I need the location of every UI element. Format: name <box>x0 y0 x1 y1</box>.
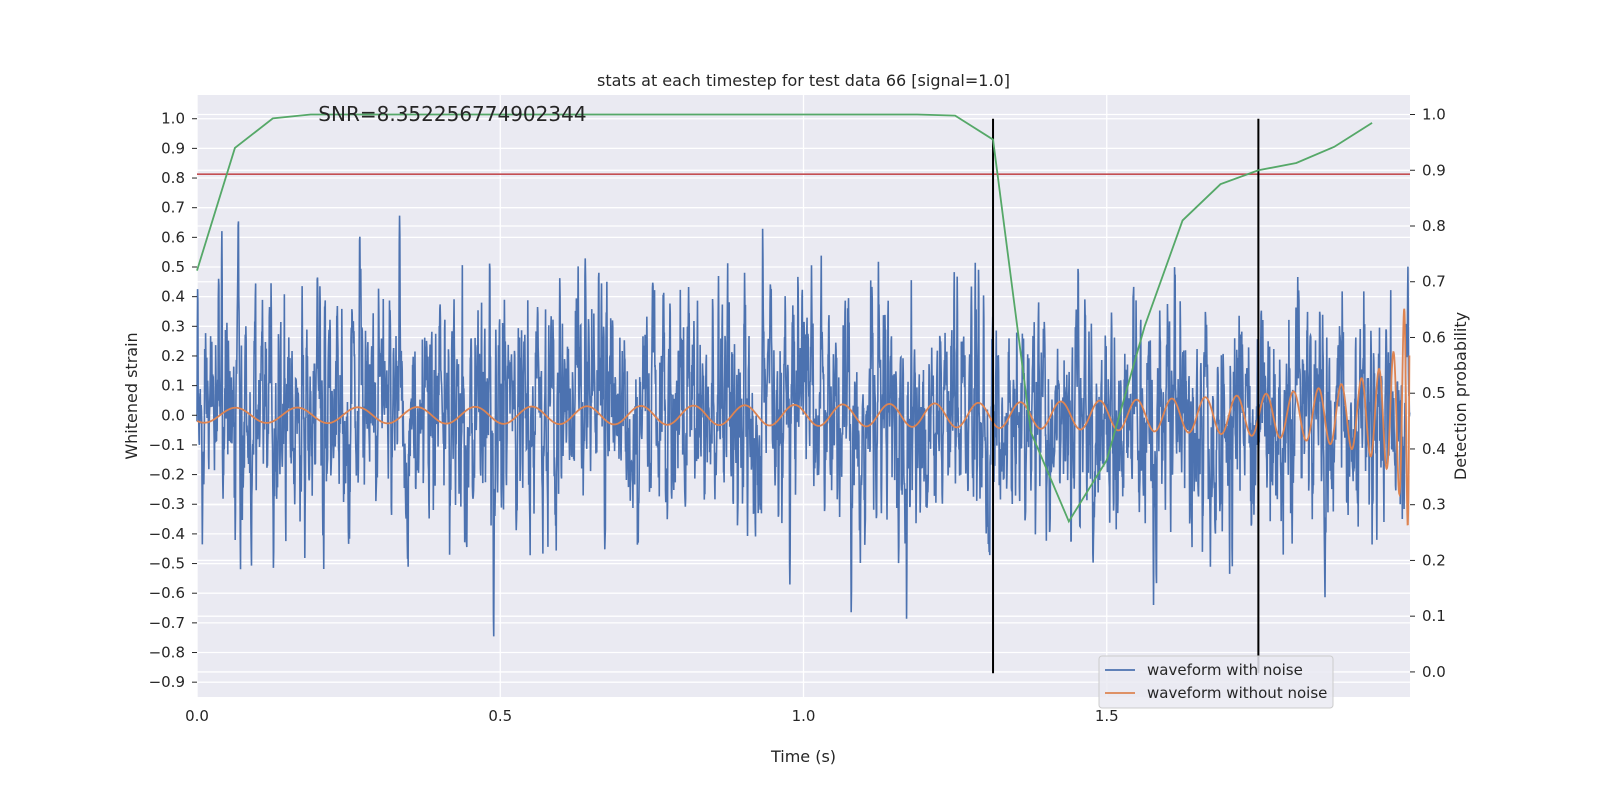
y2-tick-label: 0.9 <box>1422 161 1446 179</box>
y-tick-label: −0.6 <box>149 584 185 602</box>
y-tick-label: −0.3 <box>149 495 185 513</box>
legend-box <box>1098 655 1334 709</box>
y-axis-label: Whitened strain <box>122 332 141 459</box>
y2-tick-label: 0.7 <box>1422 273 1446 291</box>
y-tick-label: 0.3 <box>161 317 185 335</box>
legend: waveform with noise waveform without noi… <box>1098 655 1334 709</box>
x-tick-label: 0.0 <box>185 707 209 725</box>
y2-tick-label: 0.0 <box>1422 663 1446 681</box>
y-tick-label: −0.7 <box>149 614 185 632</box>
x-tick-label: 1.0 <box>792 707 816 725</box>
x-axis-label: Time (s) <box>770 747 836 766</box>
y-tick-label: −0.1 <box>149 436 185 454</box>
y-tick-label: 0.6 <box>161 228 185 246</box>
y-tick-label: 0.7 <box>161 199 185 217</box>
series-layer <box>196 113 1411 674</box>
y2-tick-label: 0.3 <box>1422 496 1446 514</box>
y-tick-label: −0.8 <box>149 644 185 662</box>
y2-axis-label: Detection probability <box>1451 312 1470 480</box>
series-line-detection <box>196 113 1373 524</box>
y-tick-label: 0.0 <box>161 406 185 424</box>
y-tick-label: 0.4 <box>161 288 185 306</box>
y-tick-label: 0.8 <box>161 169 185 187</box>
y-tick-label: 0.1 <box>161 377 185 395</box>
x-tick-label: 0.5 <box>488 707 512 725</box>
y-tick-label: −0.2 <box>149 466 185 484</box>
series-line-noise <box>196 215 1411 637</box>
y2-tick-label: 0.5 <box>1422 384 1446 402</box>
y-tick-label: 0.5 <box>161 258 185 276</box>
legend-label-clean: waveform without noise <box>1147 684 1327 702</box>
y-tick-label: −0.5 <box>149 555 185 573</box>
y-tick-label: 0.2 <box>161 347 185 365</box>
snr-annotation: SNR=8.352256774902344 <box>318 102 586 126</box>
y2-tick-label: 0.6 <box>1422 328 1446 346</box>
y2-tick-label: 0.1 <box>1422 607 1446 625</box>
y-tick-label: 1.0 <box>161 110 185 128</box>
y2-tick-label: 0.2 <box>1422 551 1446 569</box>
y-tick-label: 0.9 <box>161 139 185 157</box>
series-line-clean <box>196 308 1411 526</box>
axes-layer: 0.0 0.5 1.0 1.5 1.0 0.9 0.8 0.7 0.6 0.5 0.4 0.3 0.2 0… <box>149 106 1446 725</box>
y-tick-label: −0.4 <box>149 525 185 543</box>
x-tick-label: 1.5 <box>1095 707 1119 725</box>
y2-tick-label: 0.8 <box>1422 217 1446 235</box>
y-tick-label: −0.9 <box>149 673 185 691</box>
legend-label-noise: waveform with noise <box>1147 661 1303 679</box>
y2-tick-label: 0.4 <box>1422 440 1446 458</box>
y2-tick-label: 1.0 <box>1422 106 1446 124</box>
chart-title: stats at each timestep for test data 66 … <box>597 71 1010 90</box>
